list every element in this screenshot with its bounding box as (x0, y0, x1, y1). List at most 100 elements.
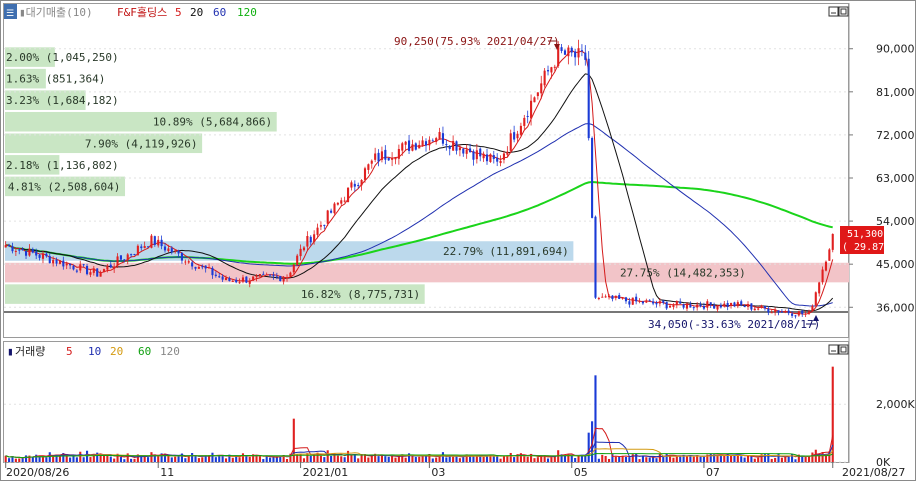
volume-legend-ma60[interactable]: 60 (138, 345, 151, 358)
volume-bar (465, 454, 468, 462)
volume-bar (679, 456, 682, 462)
candle-body (831, 234, 834, 250)
volume-minimize-button[interactable] (828, 344, 839, 355)
volume-bar (143, 455, 146, 462)
legend-ma60[interactable]: 60 (213, 6, 226, 19)
volume-bar (194, 456, 197, 462)
price-tick-label: 45,000 (876, 258, 915, 271)
volume-legend-ma10[interactable]: 10 (88, 345, 101, 358)
volume-bar (292, 418, 295, 462)
candle-body (109, 264, 112, 268)
candle-body (526, 115, 529, 117)
volume-bar (248, 456, 251, 462)
volume-bar (119, 457, 122, 462)
volume-bar (208, 455, 211, 462)
volume-bar (540, 456, 543, 462)
candle-body (391, 158, 394, 160)
volume-legend-title[interactable]: 거래량 (15, 345, 45, 358)
volume-bar (52, 455, 55, 462)
volume-bar (618, 456, 621, 462)
candle-body (750, 303, 753, 310)
candle-body (458, 147, 461, 151)
candle-body (75, 270, 78, 272)
volume-bar (384, 456, 387, 462)
volume-bar (750, 455, 753, 462)
volume-ma-layer (5, 427, 834, 459)
legend-ma120[interactable]: 120 (237, 6, 257, 19)
candle-body (475, 150, 478, 160)
volume-bar (675, 455, 678, 462)
volume-bar (519, 453, 522, 462)
candle-body (24, 251, 28, 256)
volume-bar (285, 459, 289, 462)
maximize-pane-button[interactable] (838, 6, 849, 17)
candle-body (441, 133, 444, 144)
candle-body (462, 148, 465, 154)
volume-bar (533, 458, 536, 462)
candle-body (102, 269, 106, 273)
volume-bar (394, 457, 397, 462)
volume-maximize-button[interactable] (838, 344, 849, 355)
candle-body (201, 266, 204, 268)
candle-body (455, 141, 458, 151)
legend-stock-name[interactable]: F&F홀딩스 (117, 6, 167, 19)
volume-bar (635, 453, 638, 462)
volume-bar (723, 455, 726, 462)
candle-body (177, 250, 180, 254)
volume-bar (404, 457, 407, 462)
volume-bar (638, 459, 641, 462)
volume-bar (804, 456, 807, 462)
volume-bar (323, 457, 326, 462)
volume-bar (567, 454, 570, 462)
volume-bar (614, 456, 617, 462)
candle-body (170, 248, 173, 253)
legend-ma20[interactable]: 20 (190, 6, 203, 19)
volume-bar (401, 454, 404, 462)
volume-bar (330, 455, 333, 462)
candle-body (418, 144, 421, 149)
high-arrow-icon (554, 44, 560, 50)
volume-bar (757, 457, 760, 462)
candle-body (157, 239, 160, 246)
volume-bar (79, 451, 82, 462)
candle-body (241, 277, 245, 282)
candle-body (438, 132, 441, 140)
price-tick-label: 63,000 (876, 172, 915, 185)
candle-body (452, 141, 455, 151)
fold-icon[interactable] (4, 4, 17, 19)
volume-legend-ma20[interactable]: 20 (110, 345, 123, 358)
candle-body (540, 83, 543, 94)
candle-body (635, 296, 638, 302)
candle-body (106, 265, 109, 270)
candle-body (150, 235, 153, 248)
candle-body (147, 246, 150, 248)
candle-body (757, 308, 760, 310)
candle-body (594, 216, 597, 298)
candle-body (408, 140, 411, 151)
current-price: 51,300 (847, 229, 883, 240)
volume-bar (536, 457, 539, 462)
candle-body (174, 250, 177, 252)
legend-item-prefix[interactable]: ▮대기매출(10) (19, 6, 93, 19)
candle-body (807, 311, 811, 314)
legend-ma5[interactable]: 5 (175, 6, 182, 19)
candle-body (767, 308, 770, 313)
volume-bar (235, 455, 238, 462)
volume-bar (746, 455, 750, 462)
candle-body (140, 246, 143, 249)
candle-body (736, 302, 739, 307)
date-tick-label: 07 (706, 466, 720, 479)
volume-legend-ma5[interactable]: 5 (66, 345, 73, 358)
volume-legend-ma120[interactable]: 120 (160, 345, 180, 358)
candle-body (662, 300, 665, 303)
candle-body (560, 47, 563, 52)
candle-body (191, 262, 194, 267)
candle-body (52, 259, 55, 264)
candle-body (421, 140, 424, 147)
candle-body (760, 305, 763, 308)
candle-body (289, 272, 292, 277)
candle-body (292, 264, 295, 273)
volume-bar (377, 456, 380, 462)
volume-bar (69, 457, 72, 462)
minimize-pane-button[interactable] (828, 6, 839, 17)
